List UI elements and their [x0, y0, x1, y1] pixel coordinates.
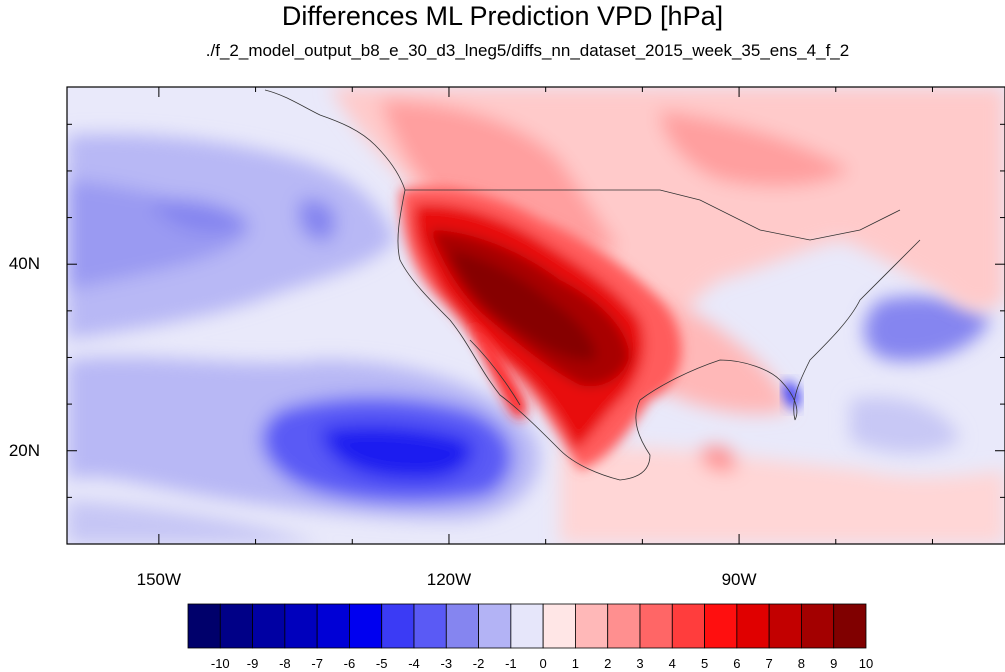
- colorbar-label: 10: [858, 656, 874, 671]
- colorbar-swatch: [219, 603, 253, 649]
- plot-subtitle: ./f_2_model_output_b8_e_30_d3_lneg5/diff…: [205, 41, 850, 60]
- colorbar-swatch: [445, 603, 479, 649]
- colorbar-label: -3: [440, 656, 453, 671]
- colorbar-label: 7: [765, 656, 773, 671]
- colorbar-swatch: [833, 603, 867, 649]
- lon-label: 120W: [426, 570, 472, 589]
- colorbar-label: 3: [636, 656, 644, 671]
- colorbar-swatch: [736, 603, 770, 649]
- colorbar-swatch: [607, 603, 641, 649]
- colorbar-label: -1: [505, 656, 517, 671]
- colorbar-swatch: [187, 603, 221, 649]
- colorbar-swatch: [478, 603, 512, 649]
- lon-label: 150W: [136, 570, 182, 589]
- colorbar-label: 1: [571, 656, 580, 671]
- plot-title: Differences ML Prediction VPD [hPa]: [281, 1, 724, 31]
- colorbar-swatch: [575, 603, 609, 649]
- colorbar-label: 0: [539, 656, 547, 671]
- colorbar-label: -2: [472, 656, 485, 671]
- colorbar-swatch: [381, 603, 415, 649]
- colorbar-swatch: [510, 603, 544, 649]
- colorbar-label: -4: [408, 656, 420, 671]
- colorbar-label: -6: [343, 656, 356, 671]
- colorbar-swatch: [316, 603, 350, 649]
- colorbar-label: -9: [246, 656, 259, 671]
- colorbar-label: -5: [375, 656, 388, 671]
- colorbar-swatch: [252, 603, 286, 649]
- colorbar-label: 9: [830, 656, 838, 671]
- colorbar-swatch: [671, 603, 705, 649]
- vpd-field: [67, 87, 1005, 544]
- colorbar-swatch: [284, 603, 318, 649]
- colorbar-swatch: [639, 603, 673, 649]
- coastlines: [264, 89, 921, 481]
- colorbar-label: 6: [733, 656, 741, 671]
- colorbar-swatch: [801, 603, 835, 649]
- colorbar-swatch: [768, 603, 802, 649]
- colorbar-label: 4: [668, 656, 676, 671]
- colorbar-swatch: [704, 603, 738, 649]
- colorbar-label: 8: [797, 656, 806, 671]
- lat-label: 20N: [8, 440, 40, 460]
- lon-label: 90W: [721, 570, 757, 589]
- lat-label: 40N: [8, 254, 40, 274]
- colorbar: [187, 603, 867, 649]
- colorbar-label: 2: [604, 656, 612, 671]
- colorbar-swatch: [542, 603, 576, 649]
- colorbar-label: -8: [279, 656, 291, 671]
- colorbar-label: -7: [311, 656, 323, 671]
- colorbar-swatch: [413, 603, 447, 649]
- colorbar-label: 5: [700, 656, 709, 671]
- axis-ticks: [67, 87, 1005, 545]
- map-frame: [66, 86, 1005, 545]
- colorbar-swatch: [349, 603, 383, 649]
- colorbar-label: -10: [210, 656, 230, 671]
